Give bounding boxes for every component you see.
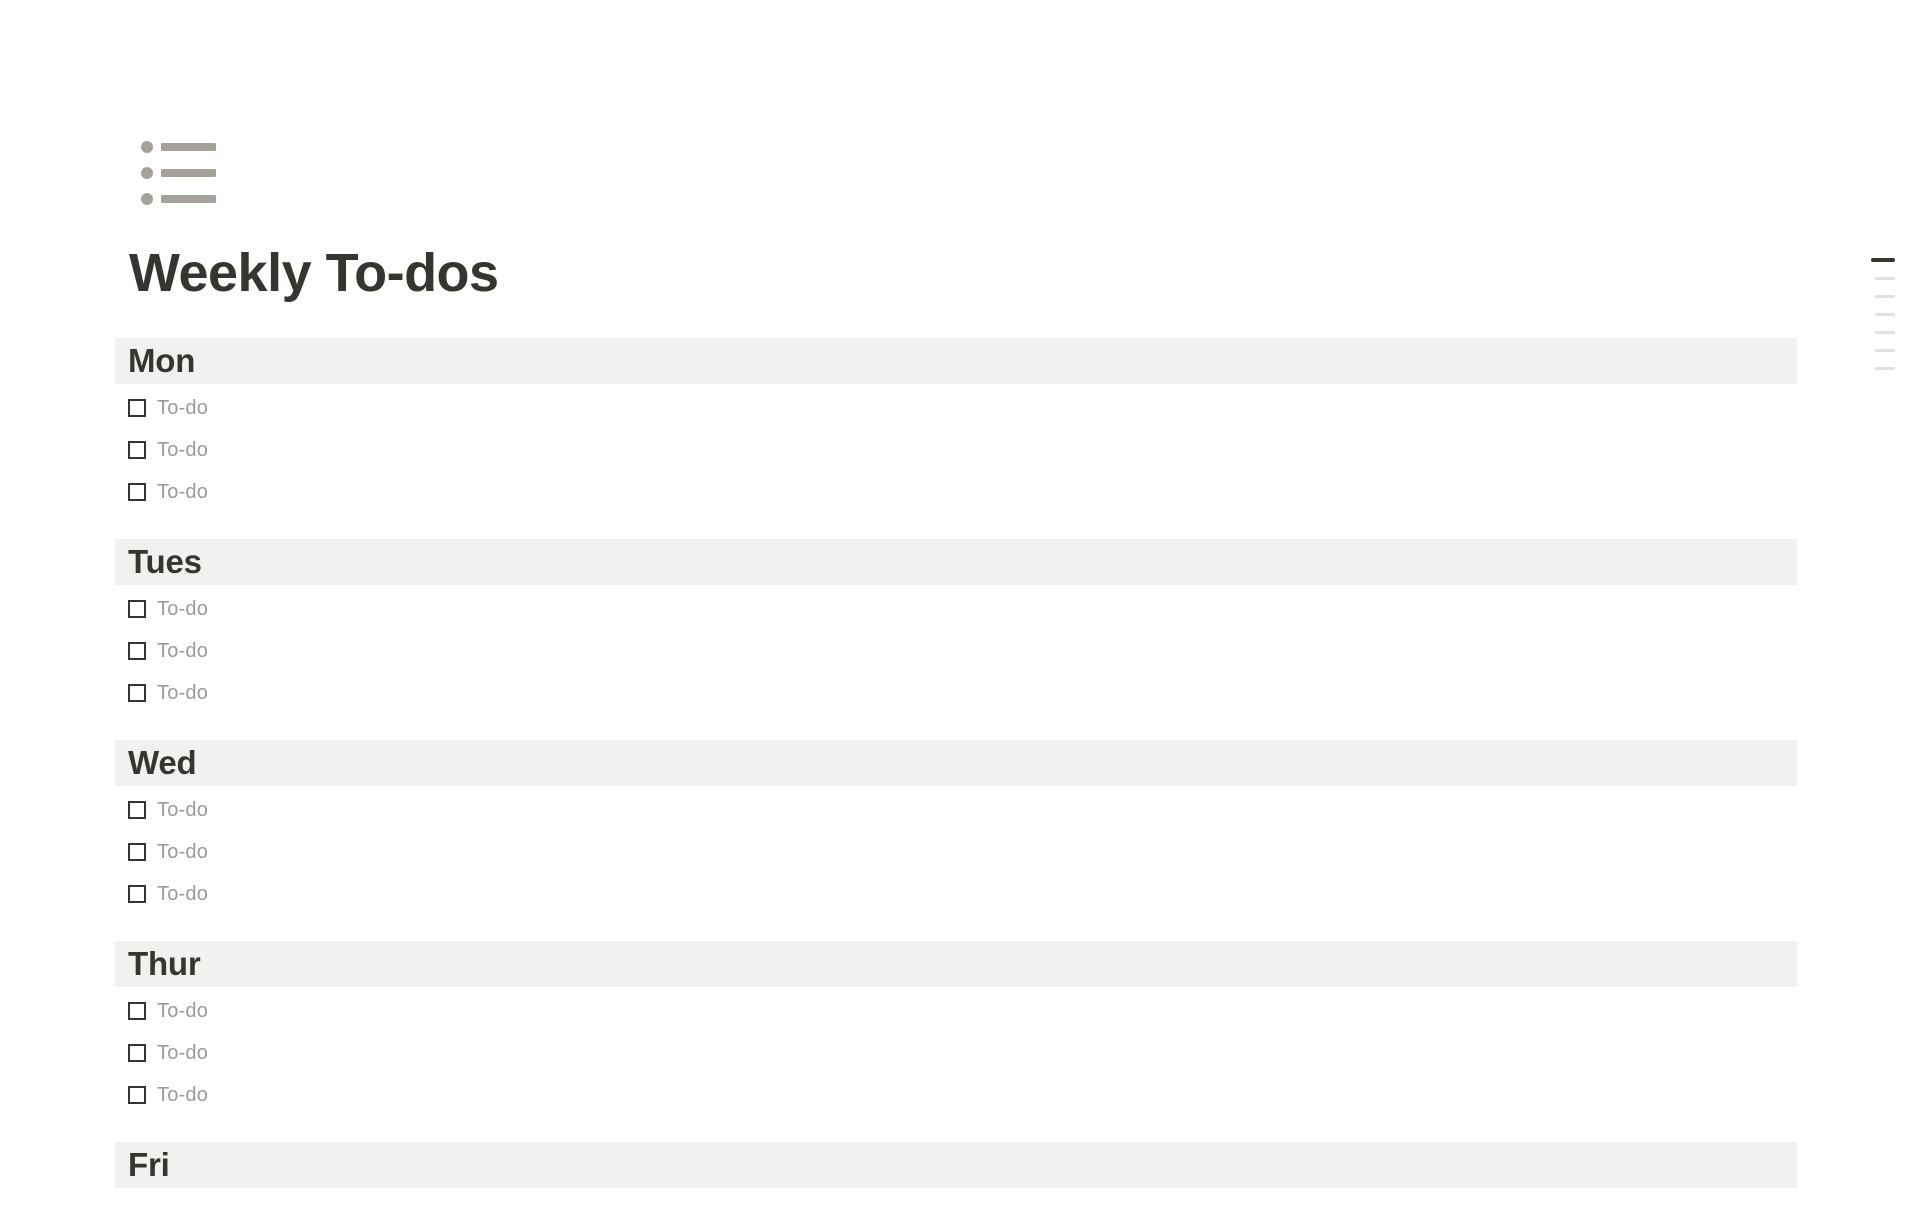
todo-label[interactable]: To-do — [157, 438, 209, 461]
bullet-list-icon[interactable] — [140, 140, 216, 206]
todo-list: To-do To-do To-do — [115, 789, 1797, 915]
todo-label[interactable]: To-do — [157, 1083, 209, 1106]
todo-label[interactable]: To-do — [157, 999, 209, 1022]
todo-item[interactable]: To-do — [115, 1032, 1797, 1074]
todo-item[interactable]: To-do — [115, 1074, 1797, 1116]
todo-checkbox[interactable] — [128, 801, 146, 819]
day-section: Tues To-do To-do To-do — [115, 539, 1797, 714]
page-body: Weekly To-dos Mon To-do To-do To-do Tues… — [115, 140, 1797, 1214]
todo-checkbox[interactable] — [128, 843, 146, 861]
day-header[interactable]: Fri — [115, 1142, 1797, 1188]
todo-checkbox[interactable] — [128, 483, 146, 501]
todo-label[interactable]: To-do — [157, 396, 209, 419]
day-header-label: Thur — [128, 945, 201, 982]
outline-bar-active[interactable] — [1871, 258, 1895, 262]
todo-label[interactable]: To-do — [157, 639, 209, 662]
todo-label[interactable]: To-do — [157, 597, 209, 620]
day-header-label: Mon — [128, 342, 196, 379]
day-header[interactable]: Tues — [115, 539, 1797, 585]
todo-label[interactable]: To-do — [157, 480, 209, 503]
todo-item[interactable]: To-do — [115, 630, 1797, 672]
outline-bar[interactable] — [1875, 349, 1895, 352]
todo-item[interactable]: To-do — [115, 672, 1797, 714]
todo-item[interactable]: To-do — [115, 588, 1797, 630]
outline-indicator — [1871, 258, 1895, 370]
todo-label[interactable]: To-do — [157, 882, 209, 905]
outline-bar[interactable] — [1875, 295, 1895, 298]
todo-item[interactable]: To-do — [115, 873, 1797, 915]
todo-checkbox[interactable] — [128, 1002, 146, 1020]
day-header[interactable]: Mon — [115, 338, 1797, 384]
todo-checkbox[interactable] — [128, 642, 146, 660]
todo-list: To-do To-do To-do — [115, 387, 1797, 513]
todo-list: To-do To-do To-do — [115, 990, 1797, 1116]
day-header-label: Fri — [128, 1146, 170, 1183]
todo-item[interactable]: To-do — [115, 990, 1797, 1032]
day-section: Wed To-do To-do To-do — [115, 740, 1797, 915]
day-header[interactable]: Thur — [115, 941, 1797, 987]
todo-label[interactable]: To-do — [157, 840, 209, 863]
todo-item[interactable]: To-do — [115, 789, 1797, 831]
todo-label[interactable]: To-do — [157, 1041, 209, 1064]
todo-checkbox[interactable] — [128, 441, 146, 459]
todo-list: To-do To-do To-do — [115, 588, 1797, 714]
todo-checkbox[interactable] — [128, 1086, 146, 1104]
day-section: Fri — [115, 1142, 1797, 1188]
todo-checkbox[interactable] — [128, 684, 146, 702]
outline-bar[interactable] — [1875, 331, 1895, 334]
todo-item[interactable]: To-do — [115, 387, 1797, 429]
todo-checkbox[interactable] — [128, 885, 146, 903]
day-section: Thur To-do To-do To-do — [115, 941, 1797, 1116]
todo-item[interactable]: To-do — [115, 831, 1797, 873]
day-section: Mon To-do To-do To-do — [115, 338, 1797, 513]
outline-bar[interactable] — [1875, 367, 1895, 370]
todo-label[interactable]: To-do — [157, 681, 209, 704]
bullet-list-icon-glyph — [141, 141, 216, 205]
day-header[interactable]: Wed — [115, 740, 1797, 786]
todo-checkbox[interactable] — [128, 1044, 146, 1062]
todo-checkbox[interactable] — [128, 600, 146, 618]
day-header-label: Tues — [128, 543, 202, 580]
sections-container: Mon To-do To-do To-do Tues To-do To-do T… — [115, 338, 1797, 1188]
page-title[interactable]: Weekly To-dos — [129, 243, 499, 303]
todo-item[interactable]: To-do — [115, 471, 1797, 513]
todo-label[interactable]: To-do — [157, 798, 209, 821]
outline-bar[interactable] — [1875, 277, 1895, 280]
todo-checkbox[interactable] — [128, 399, 146, 417]
day-header-label: Wed — [128, 744, 197, 781]
todo-item[interactable]: To-do — [115, 429, 1797, 471]
outline-bar[interactable] — [1875, 313, 1895, 316]
